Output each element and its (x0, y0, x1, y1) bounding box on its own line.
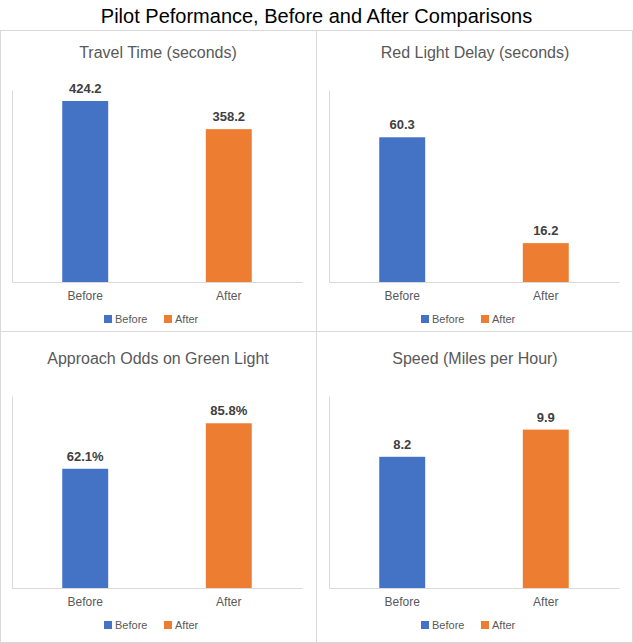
x-tick: Before (68, 595, 104, 609)
data-labels: 8.2 9.9 (393, 410, 555, 452)
x-axis: Before After (330, 589, 620, 609)
legend-swatch (481, 315, 489, 323)
data-label: 9.9 (537, 410, 555, 425)
panel-border (0, 30, 633, 31)
x-tick-label: Before (68, 289, 104, 303)
data-labels: 60.3 16.2 (390, 117, 559, 238)
legend-swatch (104, 315, 112, 323)
figure: Pilot Peformance, Before and After Compa… (0, 0, 633, 643)
legend: Before After (421, 313, 516, 325)
x-tick-label: Before (385, 289, 421, 303)
y-axis-line (12, 397, 13, 589)
data-label: 16.2 (533, 223, 558, 238)
x-axis-line (13, 282, 303, 283)
data-label: 358.2 (213, 109, 246, 124)
y-axis-line (329, 91, 330, 283)
panel-border (0, 331, 633, 332)
x-tick: Before (385, 595, 421, 609)
legend-swatch (481, 621, 489, 629)
y-axis (329, 91, 330, 283)
legend: Before After (104, 619, 199, 631)
bars (62, 423, 252, 588)
chart-panel: Travel Time (seconds) Before After 424.2 358… (13, 44, 303, 325)
x-axis-line (330, 282, 620, 283)
y-axis (12, 91, 13, 283)
panel-border (316, 30, 317, 643)
x-axis-line (330, 588, 620, 589)
data-labels: 424.2 358.2 (69, 81, 245, 124)
bar (206, 423, 252, 588)
panel-border (0, 30, 1, 643)
x-tick: After (533, 595, 558, 609)
bar (523, 243, 569, 282)
data-label: 8.2 (393, 437, 411, 452)
chart-panel: Speed (Miles per Hour) Before After 8.2 9.9 B… (330, 350, 620, 631)
y-axis (329, 397, 330, 589)
legend-label: Before (115, 313, 147, 325)
x-tick-label: After (216, 595, 241, 609)
bars (62, 101, 252, 282)
panel-border (0, 642, 633, 643)
x-tick-label: After (533, 289, 558, 303)
data-labels: 62.1% 85.8% (67, 403, 248, 464)
chart-panel: Approach Odds on Green Light Before After 6… (13, 350, 303, 631)
chart-title: Speed (Miles per Hour) (392, 350, 557, 367)
data-label: 60.3 (390, 117, 415, 132)
background (0, 0, 633, 643)
legend-swatch (164, 621, 172, 629)
x-tick: Before (68, 289, 104, 303)
x-tick-label: Before (68, 595, 104, 609)
x-axis: Before After (330, 283, 620, 303)
legend-swatch (421, 621, 429, 629)
figure-title: Pilot Peformance, Before and After Compa… (101, 5, 532, 27)
bar (379, 137, 425, 282)
legend-swatch (104, 621, 112, 629)
legend-label: After (175, 619, 199, 631)
legend-label: Before (432, 313, 464, 325)
legend: Before After (104, 313, 199, 325)
legend-label: After (175, 313, 199, 325)
x-tick: After (533, 289, 558, 303)
y-axis-line (329, 397, 330, 589)
x-axis-line (13, 588, 303, 589)
x-tick: Before (385, 289, 421, 303)
legend: Before After (421, 619, 516, 631)
chart-title: Red Light Delay (seconds) (381, 44, 570, 61)
data-label: 85.8% (210, 403, 247, 418)
panel-border (632, 30, 633, 643)
legend-swatch (421, 315, 429, 323)
x-tick: After (216, 289, 241, 303)
bars (379, 430, 569, 588)
x-tick-label: After (533, 595, 558, 609)
legend-label: Before (432, 619, 464, 631)
x-tick-label: After (216, 289, 241, 303)
bar (523, 430, 569, 588)
y-axis-line (12, 91, 13, 283)
data-label: 62.1% (67, 449, 104, 464)
bar (379, 457, 425, 588)
legend-swatch (164, 315, 172, 323)
x-tick: After (216, 595, 241, 609)
data-label: 424.2 (69, 81, 102, 96)
chart-title: Approach Odds on Green Light (47, 350, 269, 367)
bars (379, 137, 569, 282)
x-tick-label: Before (385, 595, 421, 609)
legend-label: After (492, 313, 516, 325)
y-axis (12, 397, 13, 589)
legend-label: Before (115, 619, 147, 631)
x-axis: Before After (13, 589, 303, 609)
chart-title: Travel Time (seconds) (79, 44, 237, 61)
bar (62, 101, 108, 282)
chart-panel: Red Light Delay (seconds) Before After 60.3… (330, 44, 620, 325)
bar (62, 469, 108, 588)
x-axis: Before After (13, 283, 303, 303)
legend-label: After (492, 619, 516, 631)
bar (206, 129, 252, 282)
